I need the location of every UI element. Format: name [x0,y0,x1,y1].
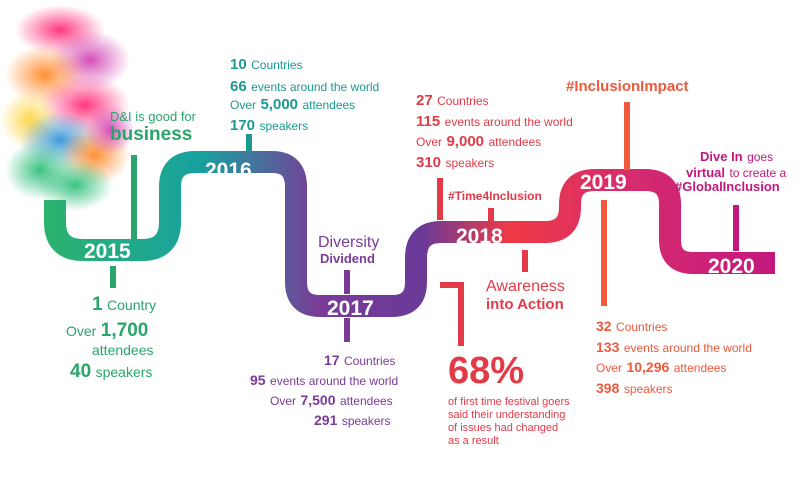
stat-2019-attendees: Over 10,296 attendees [596,359,727,375]
year-label-2019: 2019 [580,171,627,194]
tick-2020 [733,205,739,251]
tick-2018-hashtag [488,208,494,222]
ink-cloud-image [0,5,135,211]
stat-2017-speakers: 291 speakers [314,412,391,428]
tick-2015-intro [131,155,137,239]
stat-2015-countries: 1 Country [92,294,157,315]
theme-2018-line1: Awareness [486,278,565,295]
stat-2019-events: 133 events around the world [596,339,752,355]
stat-2018-countries: 27 Countries [416,92,489,109]
note-2020-line2: virtual to create a [686,165,787,180]
year-label-2017: 2017 [327,297,374,320]
tick-2018-percent-v [458,282,464,346]
stat-2019-countries: 32 Countries [596,318,668,334]
note-2020-line1: Dive In goes [700,149,774,164]
tick-2017-theme [344,270,350,294]
stat-2016-speakers: 170 speakers [230,117,309,134]
stat-2016-countries: 10 Countries [230,56,303,73]
theme-2017-line2: Dividend [320,251,375,266]
stat-2017-events: 95 events around the world [250,372,399,388]
theme-2017-line1: Diversity [318,234,380,251]
stat-2016-attendees: Over 5,000 attendees [230,96,356,113]
stat-2018-percent-text-1: of first time festival goers [448,396,570,408]
note-2020-line3: #GlobalInclusion [675,179,780,194]
hashtag-2018: #Time4Inclusion [448,189,542,203]
stat-2015-speakers: 40 speakers [70,361,153,382]
tick-2018-theme [522,250,528,272]
tick-2016 [246,134,252,152]
intro-2015-small: D&I is good for [110,109,196,124]
stat-2019-speakers: 398 speakers [596,380,673,396]
tick-2019-hashtag [624,102,630,170]
tick-2015-stats [110,266,116,288]
stat-2018-percent: 68% [448,350,525,392]
year-label-2020: 2020 [708,255,755,278]
stat-2018-percent-text-3: of issues had changed [448,422,559,434]
stat-2018-attendees: Over 9,000 attendees [416,133,542,150]
stat-2016-events: 66 events around the world [230,78,380,95]
stat-2018-events: 115 events around the world [416,113,573,130]
tick-2018-stats [437,178,443,220]
stat-2015-attendees-label: attendees [92,342,154,358]
tick-2019-stats [601,200,607,306]
stat-2018-percent-text-4: as a result [448,435,499,447]
stat-2018-percent-text-2: said their understanding [448,409,566,421]
year-label-2016: 2016 [205,159,252,182]
stat-2017-countries: 17 Countries [324,352,396,368]
intro-2015-bold: business [110,124,193,145]
stat-2015-attendees: Over 1,700 [66,320,149,341]
timeline-road [44,151,775,317]
stat-2017-attendees: Over 7,500 attendees [270,392,393,408]
theme-2018-line2: into Action [486,296,564,313]
year-label-2018: 2018 [456,225,503,248]
tick-2017-stats [344,318,350,342]
tick-2018-percent [440,282,464,288]
hashtag-2019: #InclusionImpact [566,78,689,95]
stat-2018-speakers: 310 speakers [416,154,495,171]
year-label-2015: 2015 [84,240,131,263]
